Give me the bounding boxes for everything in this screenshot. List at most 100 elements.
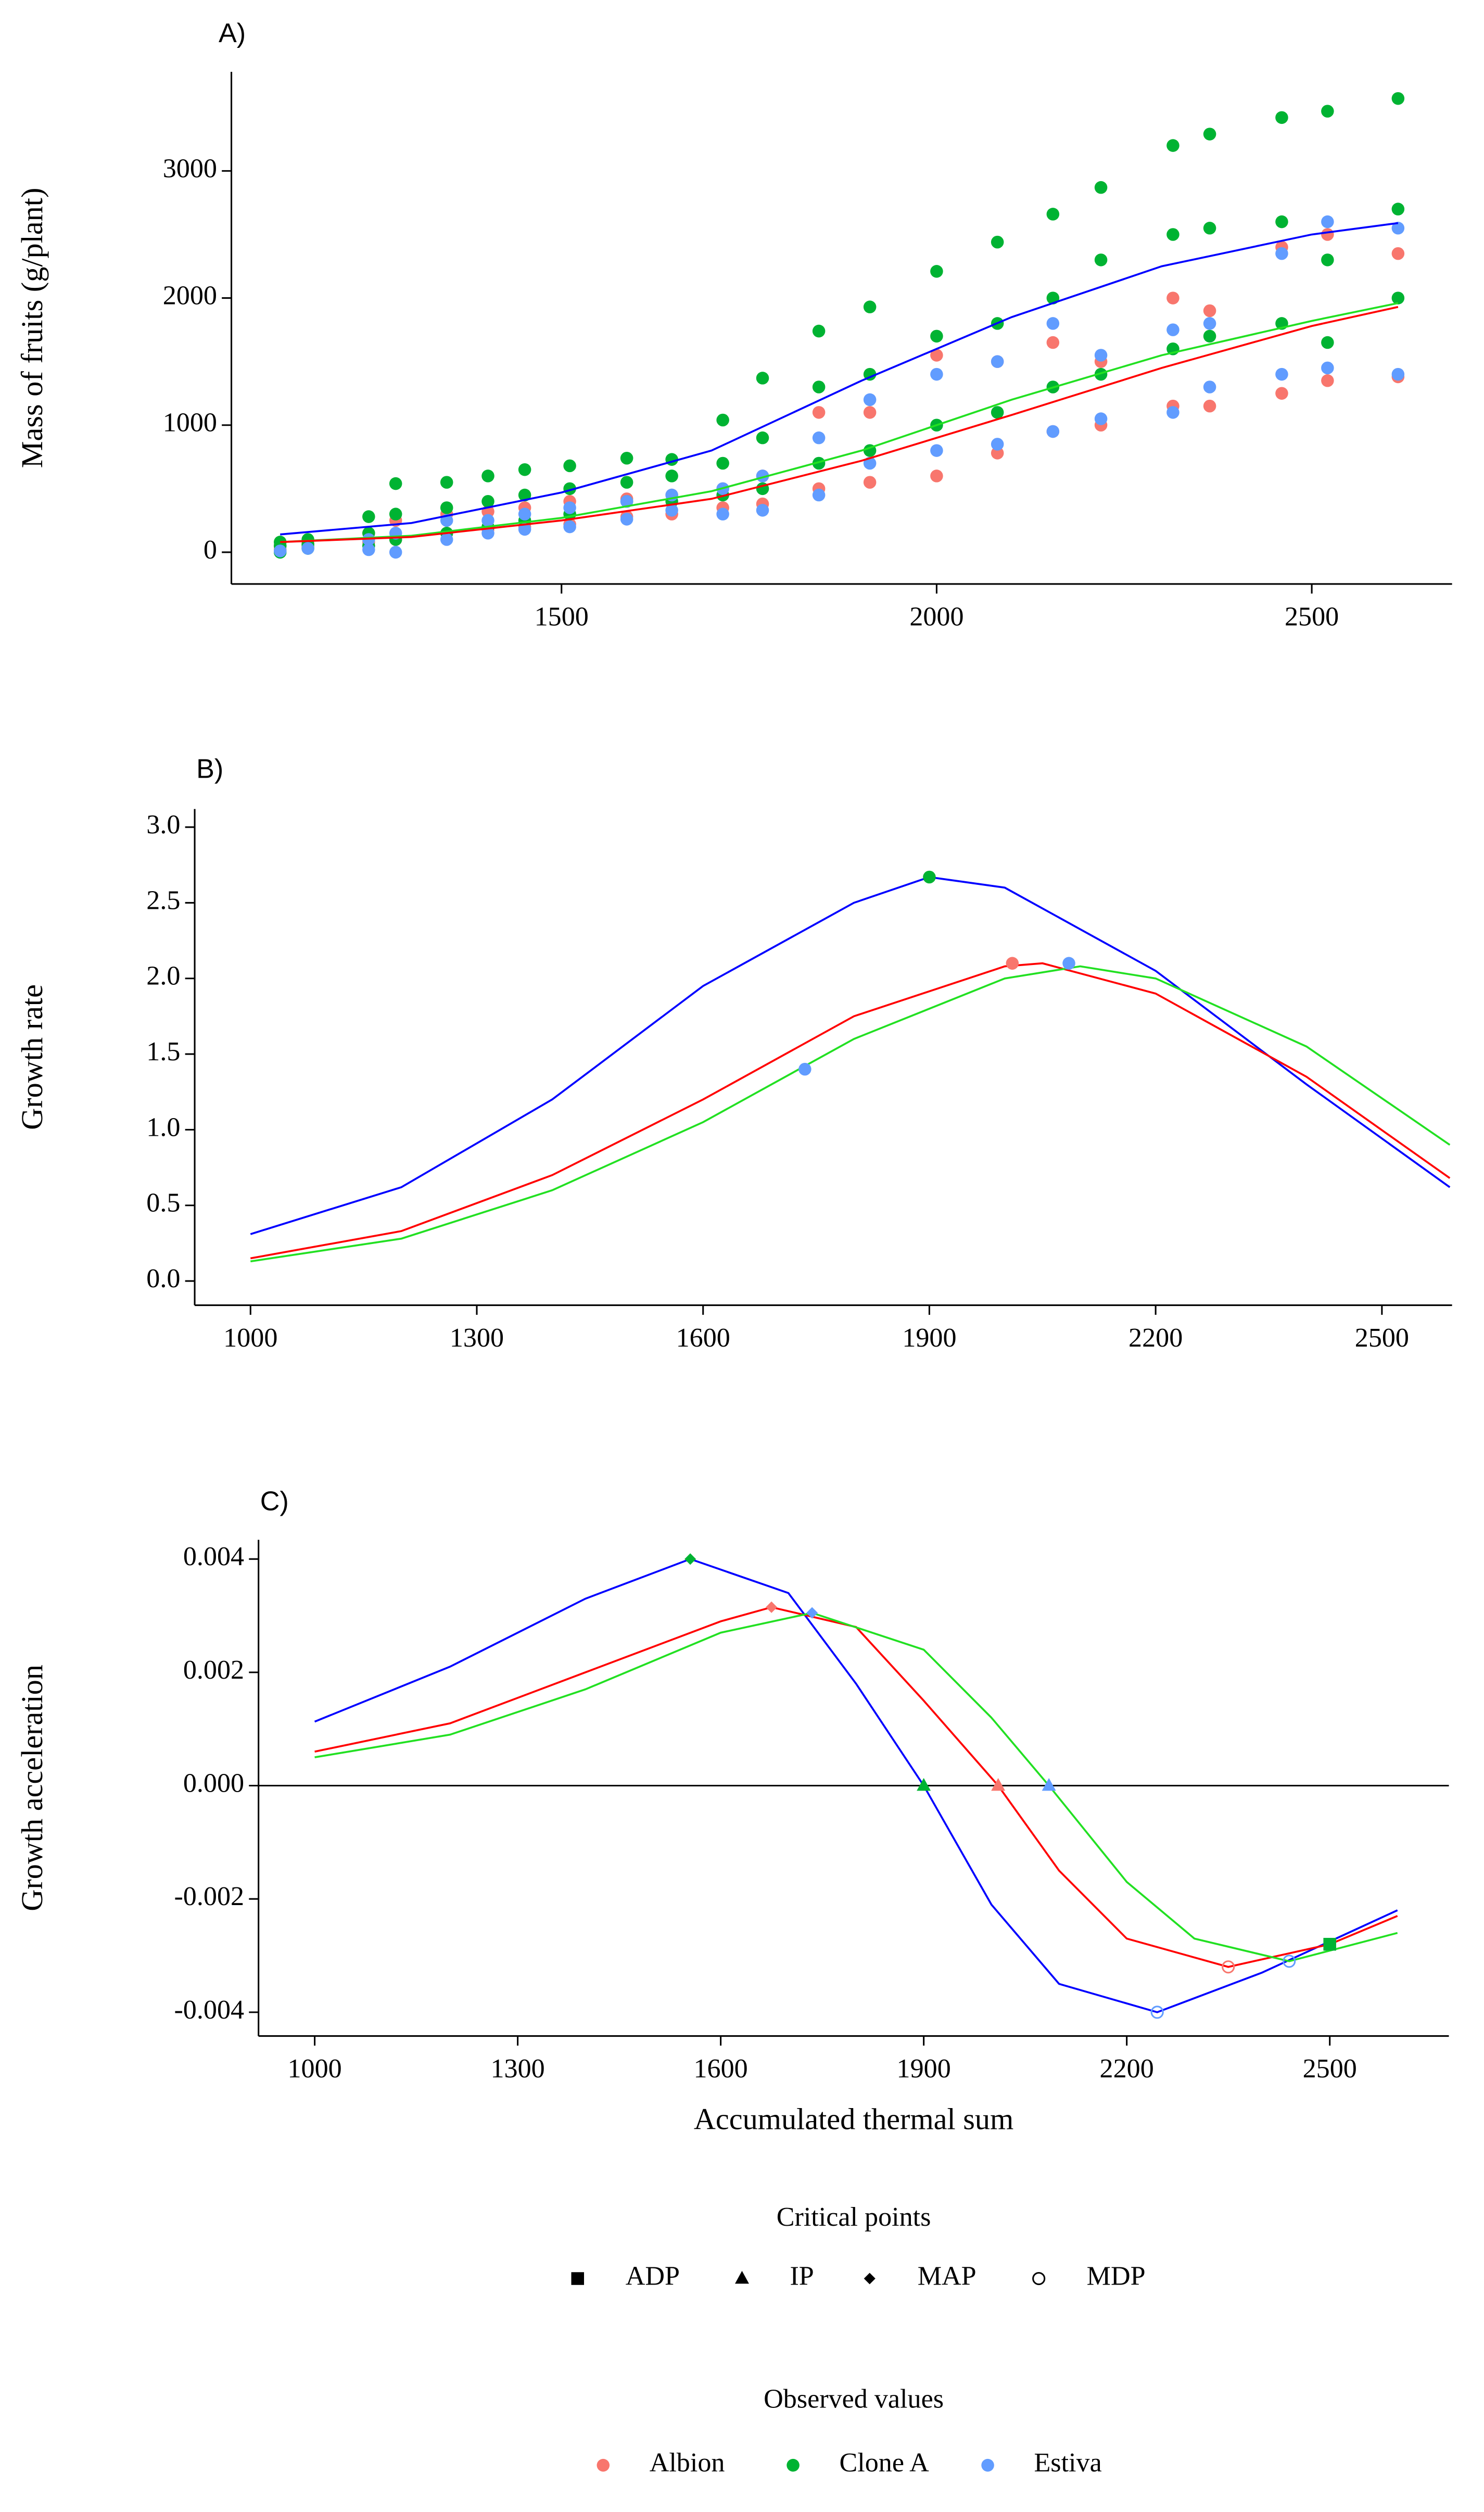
data-point (991, 235, 1004, 249)
y-tick-label: 2000 (163, 281, 217, 311)
data-point (1321, 253, 1334, 267)
data-point (1275, 367, 1288, 381)
data-point (1094, 349, 1108, 362)
x-tick-label: 1900 (897, 2054, 951, 2084)
data-point (1391, 222, 1405, 235)
panel-label: B) (196, 754, 223, 784)
data-point (1203, 380, 1216, 394)
y-axis-title: Mass of fruits (g/plant) (15, 188, 49, 468)
data-point (1391, 291, 1405, 305)
x-tick-label: 1900 (902, 1323, 956, 1353)
legend-symbol (597, 2458, 610, 2472)
data-point (991, 438, 1004, 451)
data-point (620, 476, 633, 489)
x-tick-label: 2200 (1100, 2054, 1154, 2084)
critical-point (917, 1778, 931, 1791)
critical-point (684, 1553, 696, 1565)
data-point (1166, 139, 1179, 152)
critical-point (1042, 1778, 1056, 1791)
data-point (812, 431, 826, 445)
data-point (930, 470, 943, 483)
data-point (756, 372, 769, 385)
critical-point (798, 1062, 811, 1076)
y-tick-label: 3000 (163, 154, 217, 183)
data-point (389, 477, 402, 490)
data-point (991, 355, 1004, 368)
data-point (518, 488, 531, 502)
data-point (1321, 228, 1334, 241)
data-point (1203, 399, 1216, 413)
y-tick-label: 0 (204, 535, 217, 565)
x-tick-label: 1500 (535, 602, 589, 631)
data-point (1321, 105, 1334, 118)
data-point (1203, 222, 1216, 235)
data-point (930, 265, 943, 278)
legend-label: Clone A (839, 2448, 929, 2478)
data-point (481, 470, 494, 483)
fitted-line (280, 222, 1399, 536)
data-point (362, 510, 375, 523)
y-tick-label: 0.004 (183, 1542, 244, 1571)
x-tick-label: 1000 (223, 1323, 277, 1353)
data-point (812, 406, 826, 419)
data-point (1275, 111, 1288, 124)
data-point (1203, 329, 1216, 343)
x-axis-title: Accumulated thermal sum (694, 2102, 1014, 2136)
critical-point (806, 1607, 818, 1619)
data-point (1203, 128, 1216, 141)
data-point (716, 508, 729, 521)
data-point (1203, 304, 1216, 318)
fitted-line (314, 1558, 1398, 2013)
data-point (1094, 253, 1108, 267)
data-point (756, 504, 769, 517)
critical-point (991, 1778, 1006, 1791)
data-point (930, 444, 943, 457)
legend-symbol (787, 2458, 800, 2472)
panel-label: A) (219, 18, 246, 48)
data-point (440, 501, 453, 514)
data-point (1321, 361, 1334, 375)
fitted-line (314, 1612, 1398, 1962)
data-point (665, 504, 678, 517)
y-tick-label: 3.0 (146, 810, 180, 840)
y-tick-label: 0.002 (183, 1655, 244, 1685)
data-point (812, 488, 826, 502)
data-point (440, 533, 453, 546)
critical-point (1222, 1960, 1235, 1974)
fitted-line (314, 1606, 1398, 1968)
data-point (863, 406, 877, 419)
x-tick-label: 2500 (1303, 2054, 1357, 2084)
data-point (389, 508, 402, 521)
data-point (1166, 323, 1179, 336)
data-point (1275, 387, 1288, 400)
x-tick-label: 2500 (1355, 1323, 1409, 1353)
y-tick-label: 2.0 (146, 961, 180, 991)
legend-title: Observed values (764, 2384, 944, 2414)
legend-label: MDP (1087, 2261, 1146, 2291)
x-tick-label: 2500 (1285, 602, 1339, 631)
data-point (518, 523, 531, 536)
data-point (812, 380, 826, 394)
data-point (1046, 317, 1060, 330)
y-tick-label: -0.004 (174, 1995, 244, 2025)
data-point (1046, 208, 1060, 221)
data-point (1166, 291, 1179, 305)
data-point (812, 456, 826, 470)
data-point (1391, 202, 1405, 215)
data-point (1046, 425, 1060, 438)
data-point (716, 456, 729, 470)
legend-title: Critical points (777, 2202, 931, 2232)
legend-symbol (864, 2273, 876, 2285)
data-point (481, 494, 494, 508)
critical-point (1006, 957, 1019, 970)
legend-label: Estiva (1034, 2448, 1101, 2478)
data-point (1046, 336, 1060, 349)
fitted-line (250, 962, 1451, 1260)
legend-symbol (981, 2458, 994, 2472)
legend-label: MAP (918, 2261, 976, 2291)
x-tick-label: 1300 (450, 1323, 504, 1353)
x-tick-label: 2000 (909, 602, 963, 631)
data-point (620, 451, 633, 465)
data-point (1166, 406, 1179, 419)
